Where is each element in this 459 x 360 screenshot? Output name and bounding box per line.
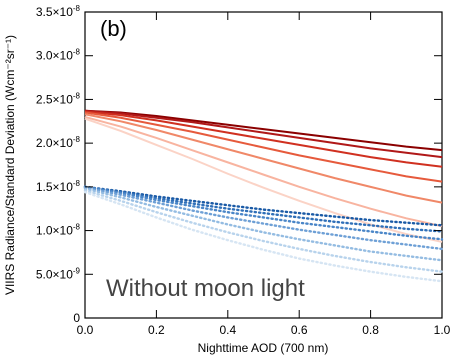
y-tick-label: 2.5×10-8 (36, 91, 81, 106)
x-tick-label: 1.0 (434, 323, 451, 337)
y-tick-label: 1.5×10-8 (36, 179, 81, 194)
solid-series-line-4 (85, 113, 442, 182)
y-tick-label: 1.0×10-8 (36, 223, 81, 238)
y-tick-label: 3.5×10-8 (36, 4, 81, 19)
y-tick-label: 2.0×10-8 (36, 135, 81, 150)
x-tick-label: 0.8 (362, 323, 379, 337)
solid-series-line-5 (85, 114, 442, 202)
series-layer (85, 111, 442, 281)
x-tick-label: 0.0 (77, 323, 94, 337)
panel-label: (b) (100, 16, 127, 41)
y-tick-label: 3.0×10-8 (36, 48, 81, 63)
annotation-text: Without moon light (106, 275, 305, 302)
x-tick-label: 0.2 (148, 323, 165, 337)
dotted-series-line-13 (85, 190, 442, 271)
x-axis-title: Nighttime AOD (700 nm) (198, 341, 329, 355)
y-tick-label: 5.0×10-9 (36, 266, 81, 281)
plot-frame (85, 12, 442, 318)
x-tick-label: 0.6 (291, 323, 308, 337)
solid-series-line-1 (85, 111, 442, 150)
y-axis-title: VIIRS Radiance/Standard Deviation (Wcm⁻²… (3, 35, 17, 295)
dotted-series-line-14 (85, 192, 442, 281)
x-tick-label: 0.4 (219, 323, 236, 337)
dotted-series-line-8 (85, 187, 442, 225)
y-tick-label: 0 (73, 311, 80, 325)
